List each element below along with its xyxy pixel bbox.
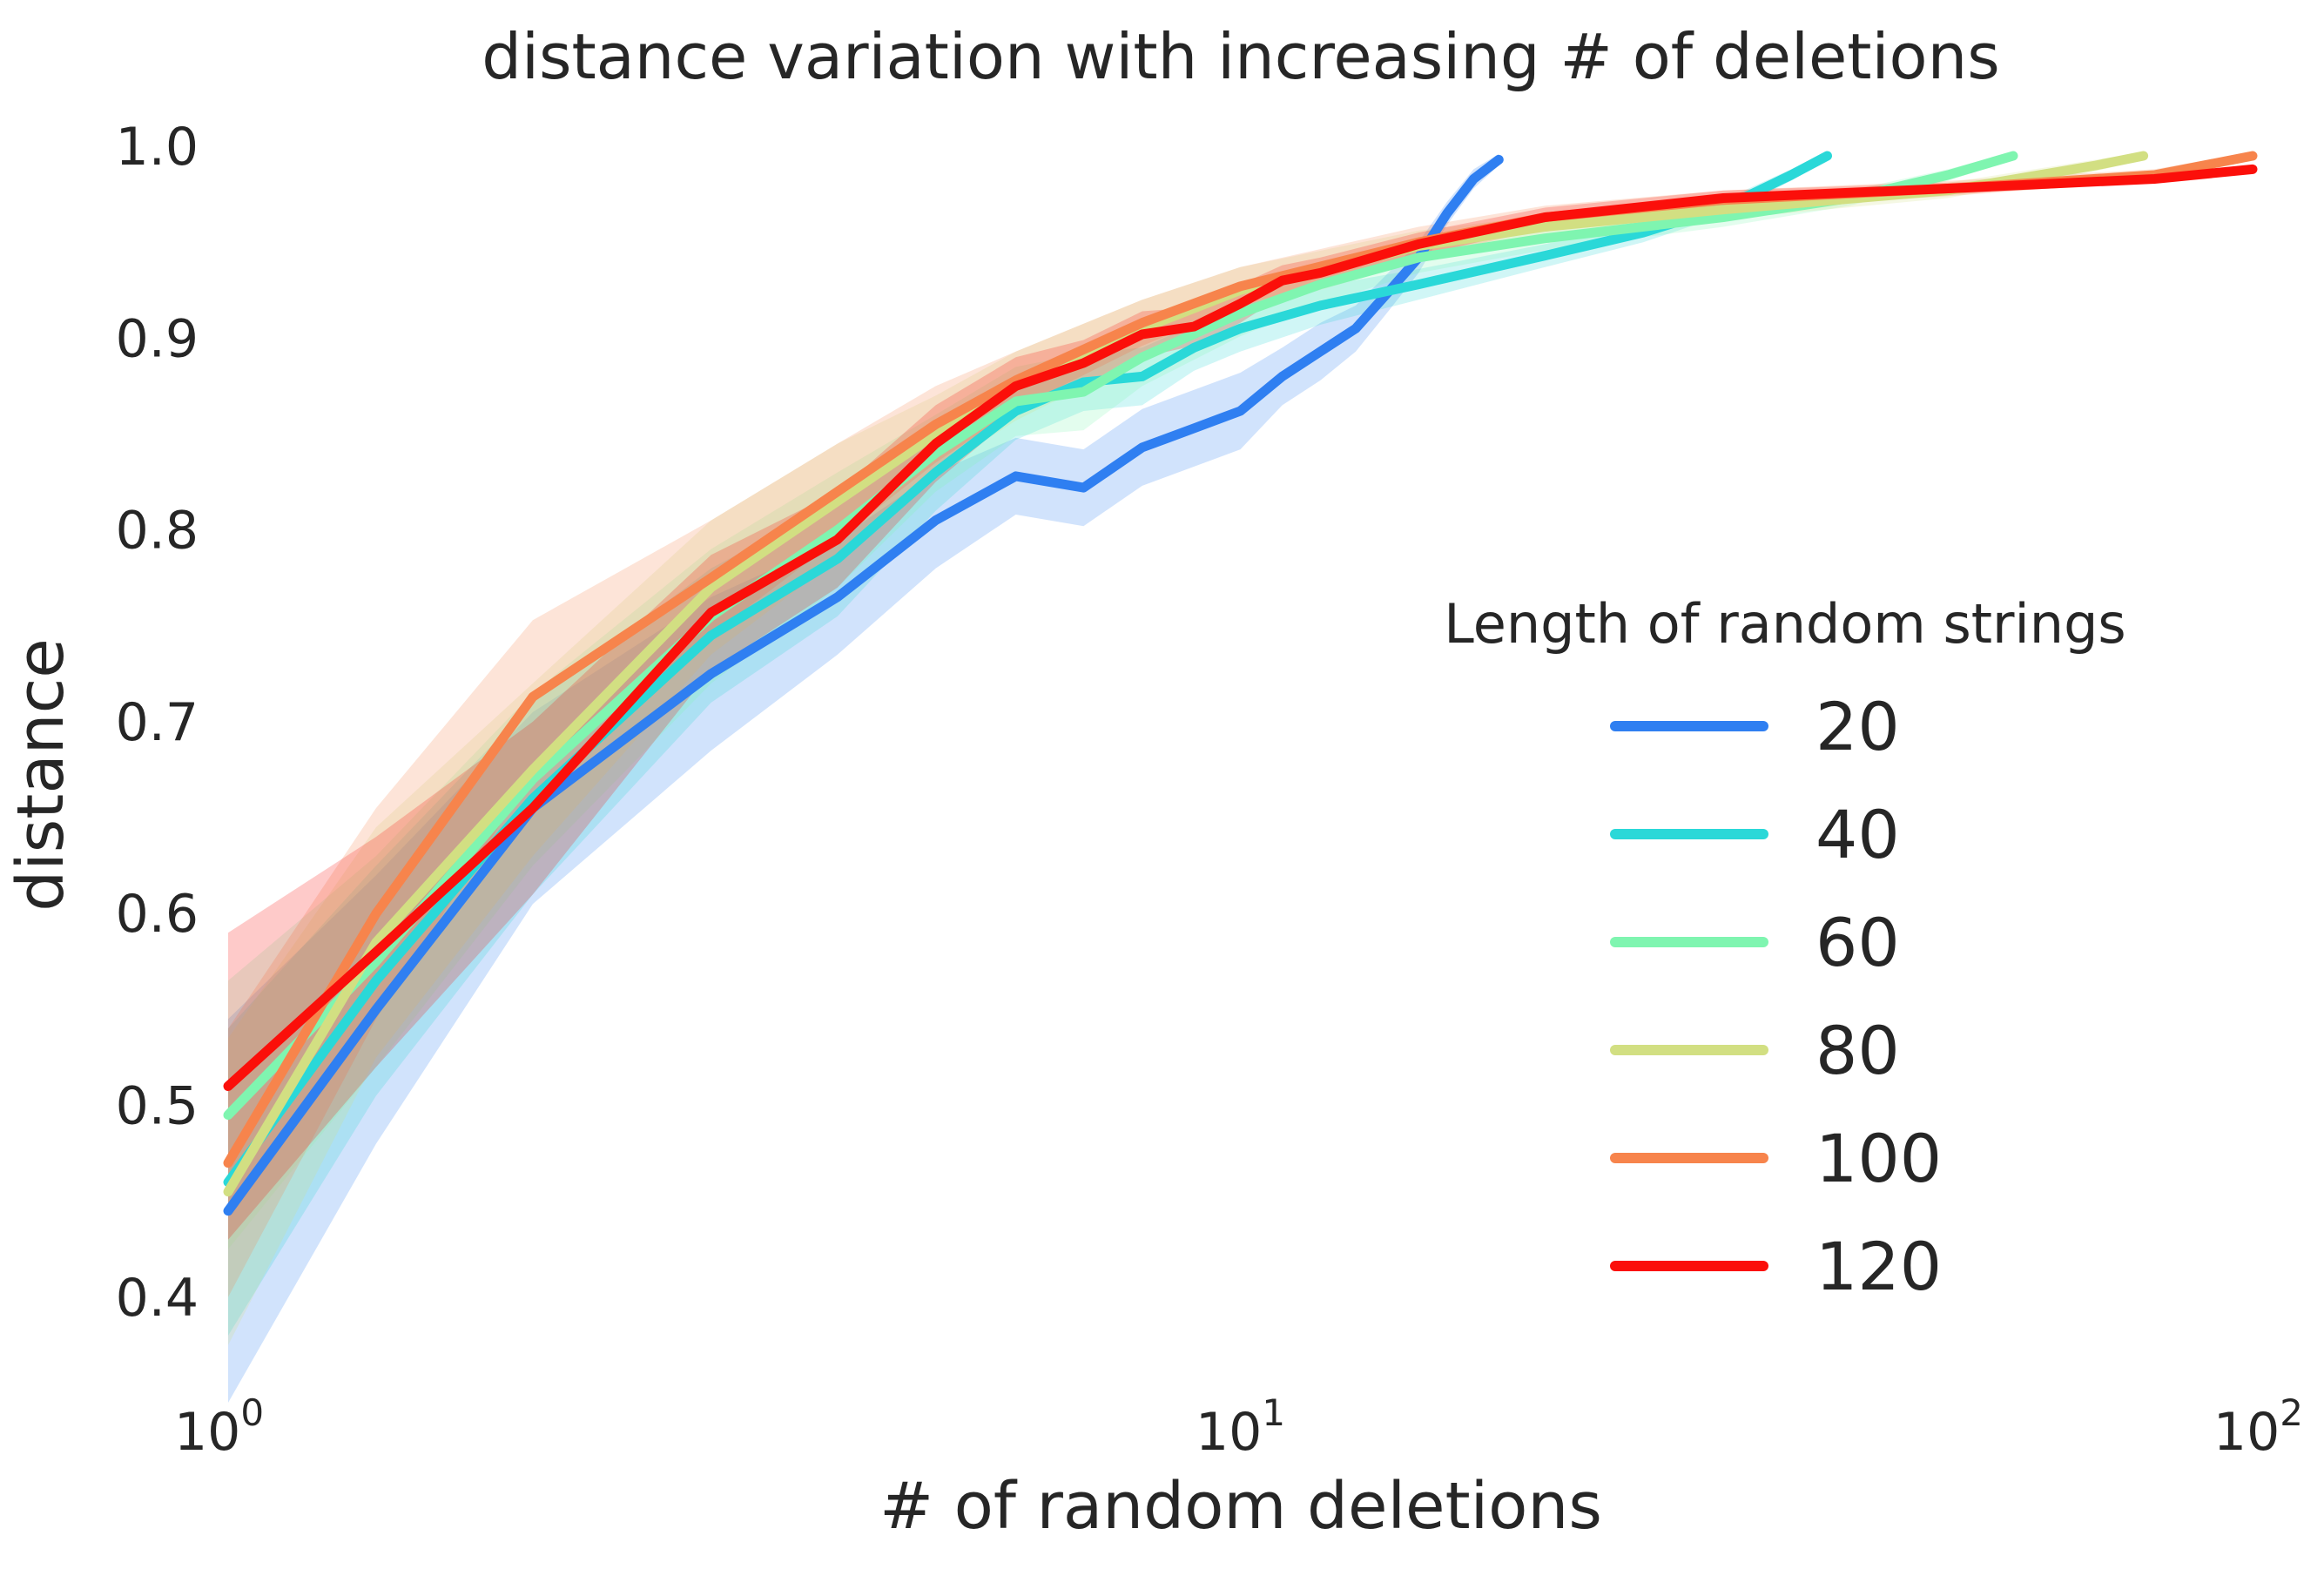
legend-label-80: 80 <box>1815 1012 1900 1089</box>
band-series-20 <box>228 153 1499 1403</box>
legend: Length of random strings 20 40 60 80 100 120 <box>1444 592 2125 1305</box>
y-tick-label: 0.6 <box>116 884 199 945</box>
y-axis-label: distance <box>3 638 78 912</box>
y-axis-ticks: 0.4 0.5 0.6 0.7 0.8 0.9 1.0 <box>116 117 199 1329</box>
line-series-120 <box>223 164 2258 1091</box>
chart-title: distance variation with increasing # of … <box>482 20 2000 93</box>
band-series-40 <box>228 152 1828 1336</box>
y-tick-label: 0.9 <box>116 308 199 369</box>
legend-label-20: 20 <box>1815 688 1900 765</box>
x-axis-label: # of random deletions <box>879 1469 1602 1544</box>
y-tick-label: 0.4 <box>116 1268 199 1329</box>
y-tick-label: 1.0 <box>116 117 199 178</box>
x-tick-label: 100 <box>174 1391 264 1463</box>
legend-label-120: 120 <box>1815 1228 1942 1305</box>
y-tick-label: 0.8 <box>116 501 199 562</box>
y-tick-label: 0.5 <box>116 1076 199 1137</box>
x-tick-label: 102 <box>2213 1391 2303 1463</box>
x-axis-ticks: 100 101 102 <box>174 1391 2303 1463</box>
x-tick-label: 101 <box>1196 1391 1285 1463</box>
series-lines <box>223 151 2258 1216</box>
y-tick-label: 0.7 <box>116 692 199 753</box>
legend-label-40: 40 <box>1815 796 1900 873</box>
legend-label-60: 60 <box>1815 904 1900 981</box>
legend-title: Length of random strings <box>1444 592 2125 656</box>
legend-label-100: 100 <box>1815 1120 1942 1197</box>
